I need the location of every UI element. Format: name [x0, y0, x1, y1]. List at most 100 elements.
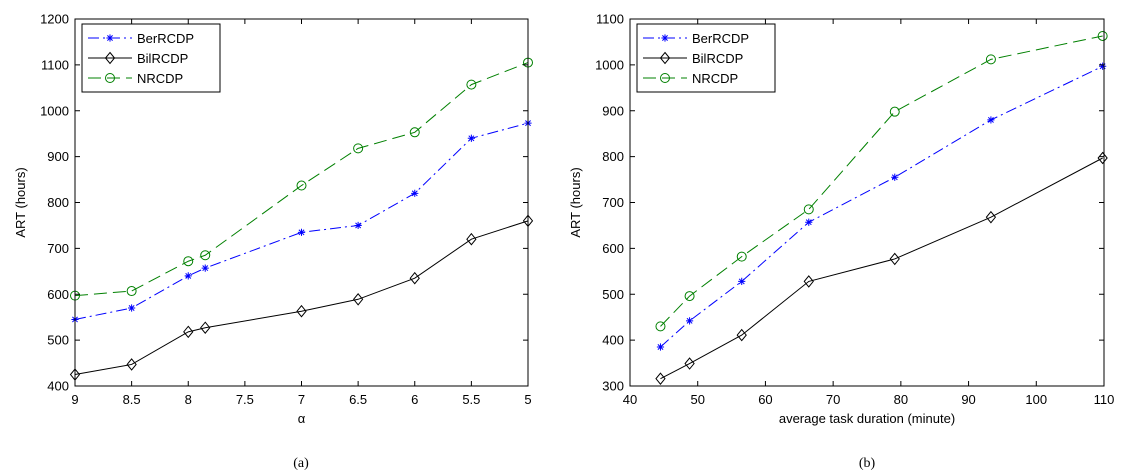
x-tick-label: 9 [71, 392, 78, 407]
data-point-berrcdp-3 [805, 218, 813, 226]
data-point-nrcdp-3 [803, 204, 814, 215]
y-tick-label: 600 [47, 287, 69, 302]
data-point-bilrcdp-0 [655, 372, 666, 385]
x-tick-label: 50 [690, 392, 704, 407]
data-point-nrcdp-4 [889, 106, 900, 117]
x-tick-label: 40 [623, 392, 637, 407]
data-point-berrcdp-6 [1099, 62, 1107, 70]
legend-marker-berrcdp [106, 34, 114, 42]
data-point-nrcdp-5 [353, 143, 364, 154]
x-tick-label: 5.5 [462, 392, 480, 407]
x-axis-label: average task duration (minute) [779, 411, 955, 426]
x-tick-label: 110 [1094, 392, 1115, 407]
y-tick-label: 500 [602, 287, 624, 302]
x-tick-label: 8.5 [123, 392, 141, 407]
data-point-berrcdp-6 [411, 189, 419, 197]
data-point-bilrcdp-3 [803, 275, 814, 288]
data-point-nrcdp-0 [655, 321, 666, 332]
legend-label-nrcdp: NRCDP [692, 71, 738, 86]
x-tick-label: 6 [411, 392, 418, 407]
legend-label-berrcdp: BerRCDP [692, 31, 749, 46]
y-tick-label: 600 [602, 241, 624, 256]
y-tick-label: 800 [47, 195, 69, 210]
x-tick-label: 7 [298, 392, 305, 407]
data-point-berrcdp-4 [891, 173, 899, 181]
y-tick-label: 400 [602, 333, 624, 348]
data-point-berrcdp-0 [656, 343, 665, 351]
data-point-bilrcdp-3 [200, 321, 211, 335]
data-point-nrcdp-2 [183, 256, 194, 267]
data-point-nrcdp-1 [684, 291, 695, 302]
data-point-bilrcdp-6 [409, 271, 420, 285]
series-line-bilrcdp [74, 220, 529, 376]
legend-marker-bilrcdp [659, 51, 671, 65]
legend-label-bilrcdp: BilRCDP [137, 51, 188, 66]
series-line-berrcdp [660, 65, 1103, 348]
y-axis-label: ART (hours) [568, 167, 583, 237]
y-tick-label: 1000 [595, 57, 624, 72]
y-tick-label: 900 [602, 103, 624, 118]
y-tick-label: 1000 [40, 103, 69, 118]
legend: BerRCDP BilRCDP NRCDP [636, 23, 776, 93]
x-tick-label: 90 [961, 392, 975, 407]
x-tick-label: 6.5 [349, 392, 367, 407]
y-tick-label: 300 [602, 379, 624, 394]
x-axis-label: α [298, 411, 306, 426]
legend-marker-nrcdp [105, 73, 115, 83]
data-point-bilrcdp-1 [684, 357, 695, 370]
legend-marker-bilrcdp [104, 51, 116, 65]
data-point-nrcdp-1 [126, 286, 137, 297]
data-point-bilrcdp-7 [466, 232, 477, 246]
data-point-nrcdp-4 [296, 180, 307, 191]
legend: BerRCDP BilRCDP NRCDP [81, 23, 221, 93]
data-point-nrcdp-2 [736, 251, 747, 262]
data-point-berrcdp-7 [467, 134, 475, 142]
data-point-bilrcdp-5 [352, 293, 364, 306]
y-tick-label: 1100 [596, 12, 624, 27]
data-point-nrcdp-6 [409, 127, 420, 138]
data-point-nrcdp-3 [200, 250, 211, 261]
x-tick-label: 80 [894, 392, 908, 407]
x-tick-label: 5 [524, 392, 531, 407]
legend-marker-nrcdp [660, 73, 670, 83]
data-point-berrcdp-2 [184, 272, 192, 280]
data-point-bilrcdp-2 [736, 328, 747, 342]
data-point-berrcdp-3 [201, 264, 209, 272]
y-tick-label: 700 [602, 195, 624, 210]
data-point-nrcdp-7 [466, 79, 477, 90]
chart-panel-a: 9 8.5 8 7.5 7 6.5 6 5.5 5 400 500 600 700 800 900 1000 1… [13, 12, 534, 471]
series-line-nrcdp [660, 35, 1103, 327]
data-point-berrcdp-1 [685, 317, 694, 325]
data-point-berrcdp-4 [297, 228, 306, 236]
legend-marker-berrcdp [661, 34, 669, 42]
y-tick-label: 900 [47, 149, 69, 164]
y-tick-label: 700 [47, 241, 69, 256]
chart-panel-b: 40 50 60 70 80 90 100 110 300 400 500 600 700 800 900 1… [568, 12, 1114, 472]
legend-label-nrcdp: NRCDP [137, 71, 183, 86]
x-tick-label: 8 [185, 392, 192, 407]
series-line-nrcdp [74, 62, 529, 297]
y-tick-label: 400 [47, 379, 69, 394]
data-point-bilrcdp-4 [296, 304, 307, 318]
x-tick-label: 7.5 [236, 392, 254, 407]
data-point-bilrcdp-2 [183, 325, 194, 339]
y-axis-label: ART (hours) [13, 167, 28, 237]
series-line-berrcdp [74, 122, 529, 320]
series-line-bilrcdp [660, 157, 1103, 380]
data-point-bilrcdp-5 [985, 210, 997, 224]
panel-caption: (b) [859, 456, 876, 471]
data-point-berrcdp-5 [987, 116, 995, 124]
y-tick-label: 800 [602, 149, 624, 164]
x-tick-label: 100 [1025, 392, 1047, 407]
data-point-bilrcdp-1 [126, 358, 137, 371]
data-point-berrcdp-5 [354, 221, 362, 230]
data-point-nrcdp-5 [985, 54, 996, 65]
y-tick-label: 1100 [41, 57, 69, 72]
x-tick-label: 60 [758, 392, 772, 407]
y-tick-label: 500 [47, 333, 69, 348]
legend-label-bilrcdp: BilRCDP [692, 51, 743, 66]
data-point-bilrcdp-4 [889, 252, 900, 266]
legend-label-berrcdp: BerRCDP [137, 31, 194, 46]
x-tick-label: 70 [826, 392, 840, 407]
